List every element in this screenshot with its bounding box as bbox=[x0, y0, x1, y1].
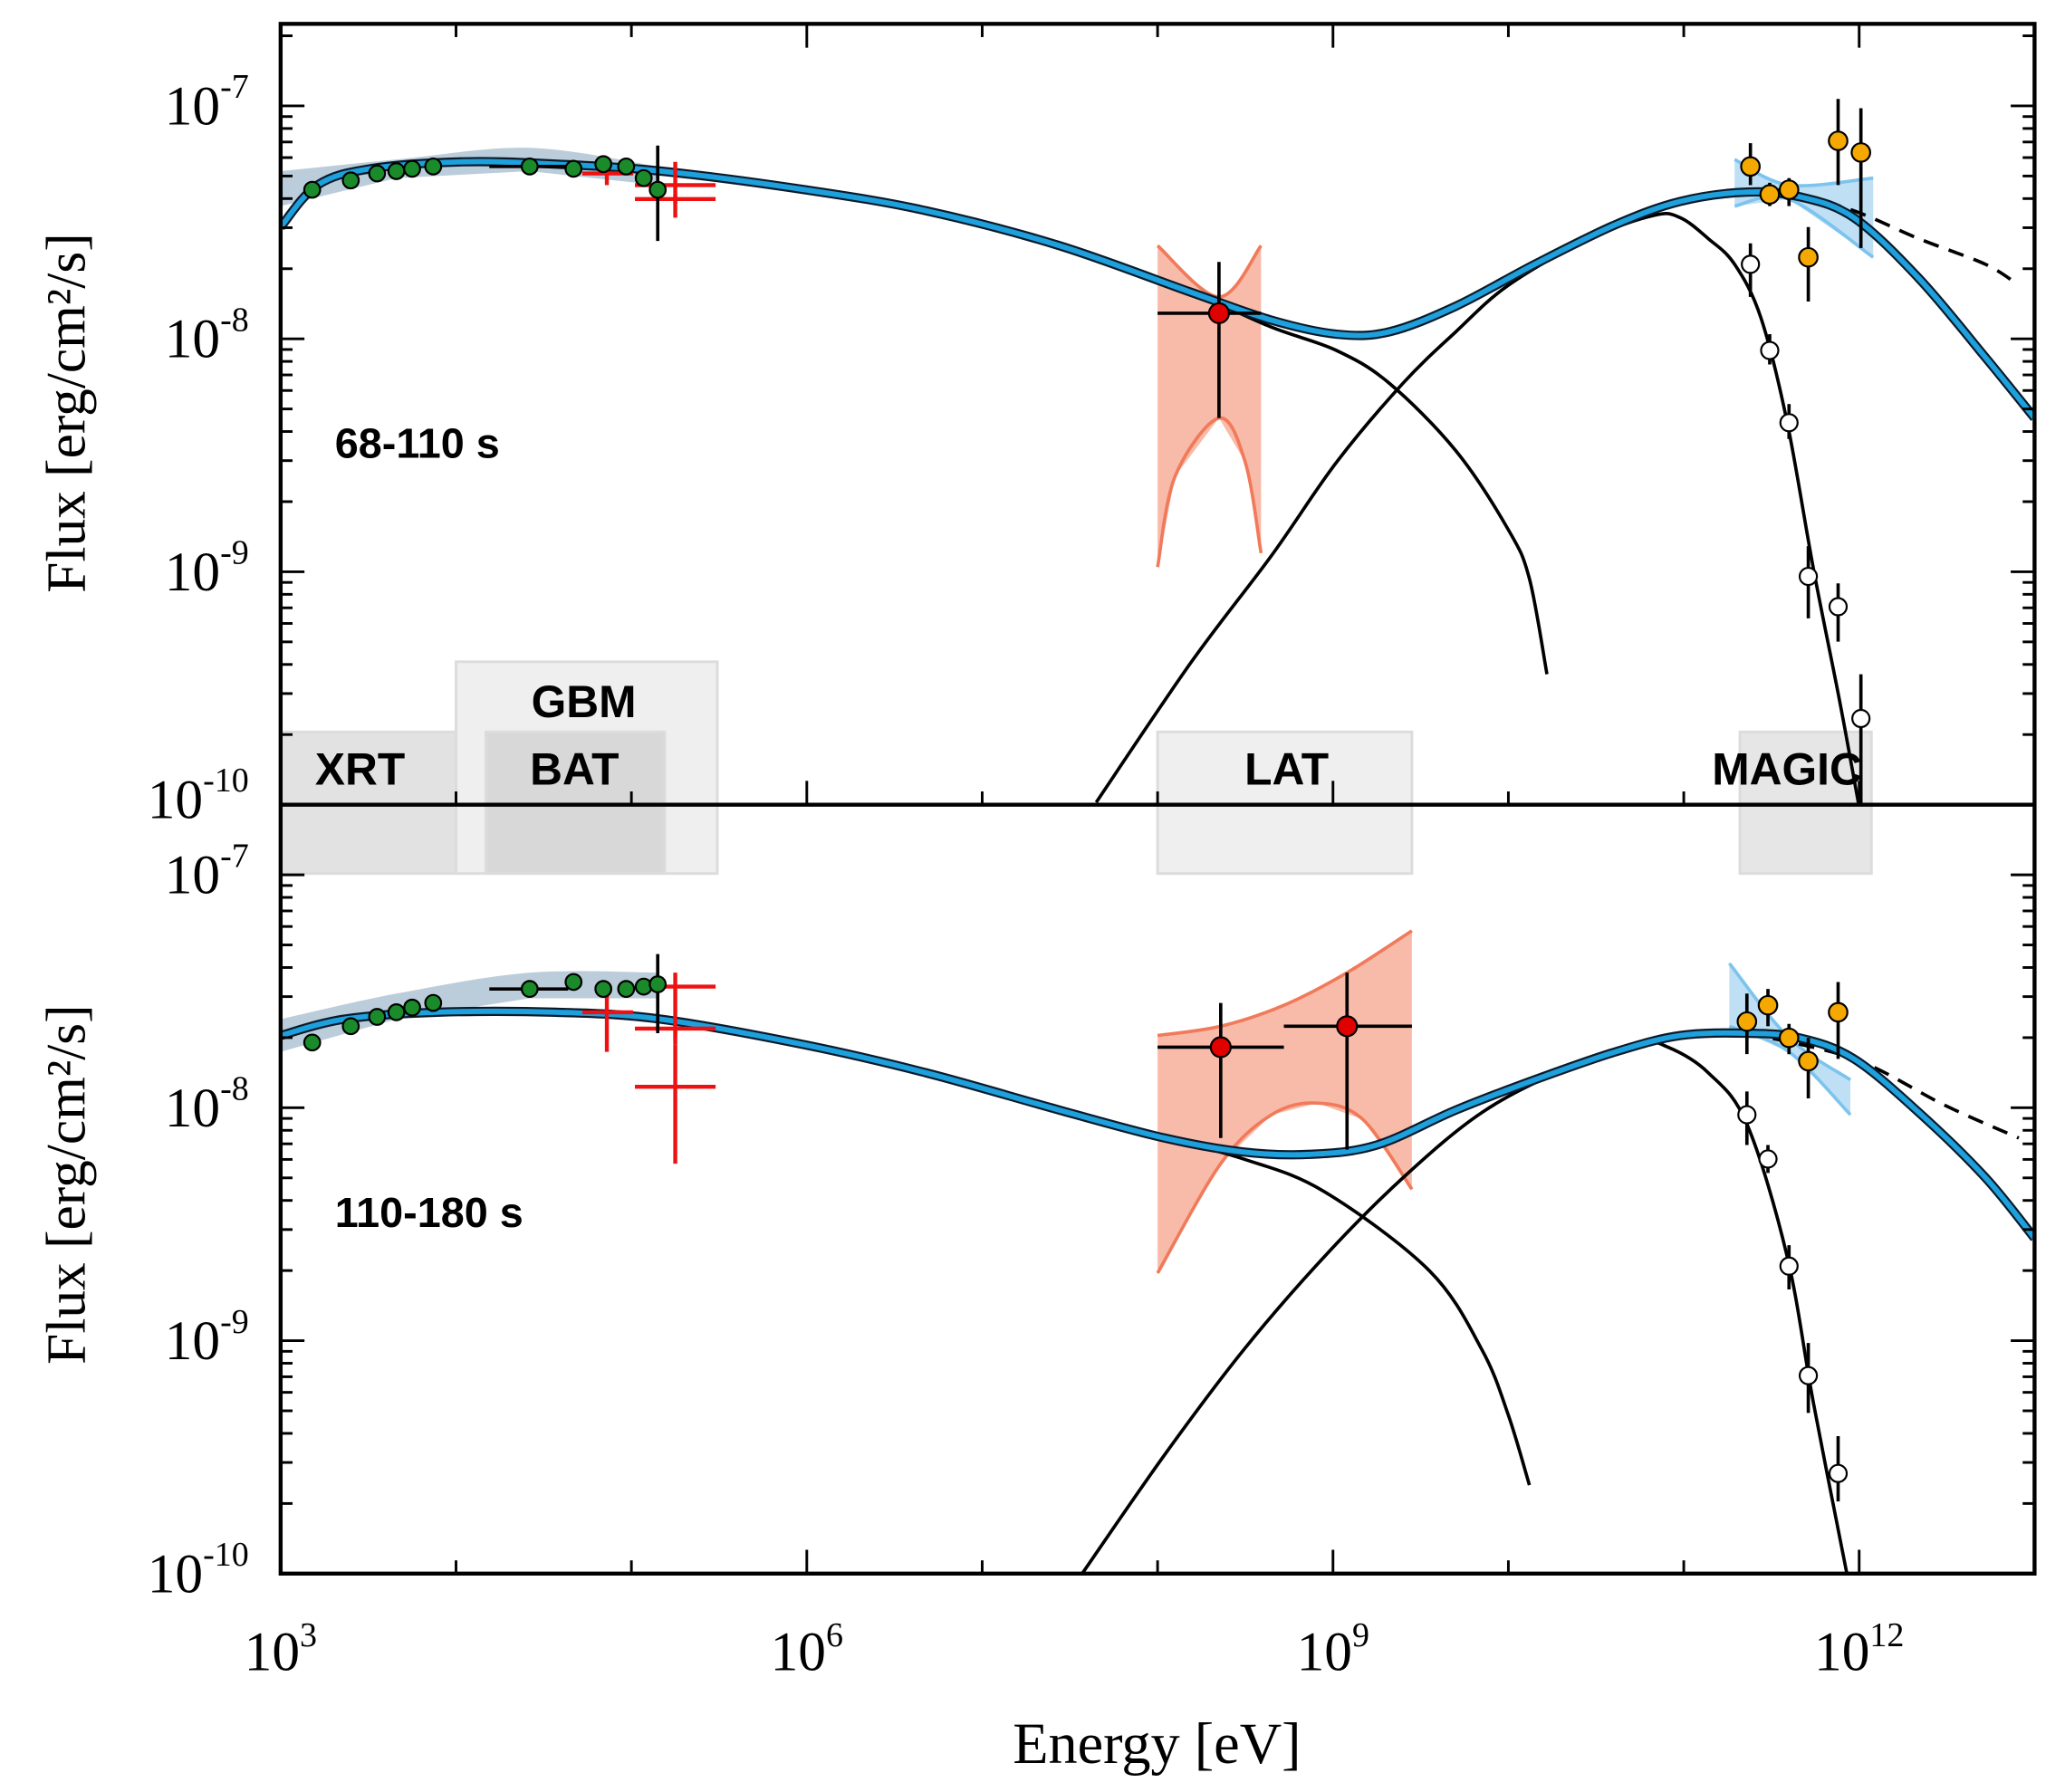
magic-open-point bbox=[1851, 708, 1871, 729]
y-tick-label: 10-9 bbox=[165, 534, 249, 603]
y-tick-label: 10-9 bbox=[165, 1303, 249, 1372]
xray-point bbox=[594, 155, 613, 174]
magic-observed-point bbox=[1759, 184, 1781, 206]
xray-point bbox=[564, 973, 583, 992]
x-axis-label: Energy [eV] bbox=[1013, 1711, 1301, 1776]
magic-observed-point bbox=[1740, 156, 1761, 177]
lat-bowtie bbox=[1157, 930, 1412, 1273]
magic-open-point bbox=[1758, 1149, 1778, 1169]
y-tick-label: 10-8 bbox=[165, 1070, 249, 1139]
xray-point bbox=[634, 168, 653, 187]
intrinsic-model-dashed-line bbox=[1746, 187, 2020, 287]
axes: 103 106 109 1012 10-7 10-8 10-9 10-10 10-7 10-8 10… bbox=[148, 22, 2037, 1683]
xray-point bbox=[387, 1003, 406, 1021]
magic-observed-point bbox=[1778, 179, 1800, 200]
panel-label-top: 68-110 s bbox=[335, 420, 500, 467]
xray-model-band bbox=[280, 971, 658, 1052]
lat-bowtie bbox=[1157, 245, 1262, 568]
y-tick-label: 10-10 bbox=[148, 1536, 249, 1605]
y-axis-label-bottom: Flux [erg/cm²/s] bbox=[36, 1004, 98, 1364]
xray-point bbox=[341, 171, 360, 190]
y-tick-label: 10-10 bbox=[148, 762, 249, 830]
xray-point bbox=[520, 980, 539, 999]
y-tick-label: 10-7 bbox=[165, 837, 249, 906]
xray-point bbox=[648, 180, 668, 199]
total-model-line bbox=[280, 158, 2035, 420]
panel-bottom bbox=[280, 929, 2035, 1574]
xray-point bbox=[403, 998, 421, 1017]
magic-observed-point bbox=[1850, 142, 1871, 163]
magic-open-point bbox=[1741, 254, 1761, 274]
panel-label-bottom: 110-180 s bbox=[335, 1189, 523, 1236]
xray-point bbox=[303, 180, 322, 199]
instrument-label-bat: BAT bbox=[530, 744, 619, 795]
magic-observed-point bbox=[1798, 246, 1819, 268]
magic-observed-point bbox=[1828, 130, 1849, 151]
instrument-label-lat: LAT bbox=[1244, 744, 1329, 795]
x-tick-label: 106 bbox=[771, 1616, 843, 1682]
magic-open-point bbox=[1828, 1463, 1849, 1483]
x-tick-label: 1012 bbox=[1814, 1616, 1904, 1682]
magic-observed-point bbox=[1778, 1027, 1800, 1049]
magic-observed-point bbox=[1757, 994, 1779, 1016]
xray-point bbox=[368, 1008, 387, 1026]
magic-open-point bbox=[1779, 413, 1799, 433]
y-tick-label: 10-7 bbox=[165, 68, 249, 137]
instrument-label-xrt: XRT bbox=[315, 744, 405, 795]
magic-open-point bbox=[1798, 566, 1819, 587]
instrument-label-gbm: GBM bbox=[532, 676, 637, 727]
instrument-label-magic: MAGIC bbox=[1712, 744, 1862, 795]
xray-point bbox=[617, 980, 636, 999]
xray-point bbox=[368, 164, 387, 183]
y-tick-label: 10-8 bbox=[165, 301, 249, 369]
magic-open-point bbox=[1798, 1366, 1819, 1385]
lat-bowtie-lower-edge bbox=[1156, 1101, 1414, 1274]
lat-point bbox=[1207, 302, 1230, 324]
xray-point bbox=[617, 157, 636, 176]
magic-open-point bbox=[1760, 340, 1780, 360]
lat-point bbox=[1209, 1036, 1232, 1059]
xray-point bbox=[303, 1033, 322, 1052]
xray-point bbox=[403, 159, 421, 178]
xray-point bbox=[564, 159, 583, 178]
magic-observed-point bbox=[1798, 1050, 1819, 1072]
xray-point bbox=[648, 975, 668, 993]
lat-bowtie-lower-edge bbox=[1156, 416, 1263, 568]
magic-open-point bbox=[1737, 1105, 1757, 1125]
xray-point bbox=[387, 162, 406, 180]
panel-top bbox=[280, 99, 2035, 805]
xray-point bbox=[341, 1017, 360, 1036]
x-tick-label: 103 bbox=[245, 1616, 317, 1682]
magic-open-point bbox=[1828, 597, 1849, 617]
x-tick-label: 109 bbox=[1297, 1616, 1369, 1682]
xray-point bbox=[520, 157, 539, 176]
magic-observed-point bbox=[1736, 1011, 1758, 1032]
synchrotron-component-line bbox=[280, 159, 1549, 675]
xray-point bbox=[424, 157, 443, 176]
xray-point bbox=[594, 980, 613, 999]
magic-observed-point bbox=[1828, 1001, 1849, 1023]
lat-bowtie-upper-edge bbox=[1157, 929, 1413, 1038]
lat-point bbox=[1336, 1015, 1359, 1038]
y-axis-label-top: Flux [erg/cm²/s] bbox=[36, 233, 98, 592]
xray-point bbox=[424, 993, 443, 1012]
magic-open-point bbox=[1779, 1256, 1799, 1276]
instrument-bands bbox=[279, 660, 1873, 876]
